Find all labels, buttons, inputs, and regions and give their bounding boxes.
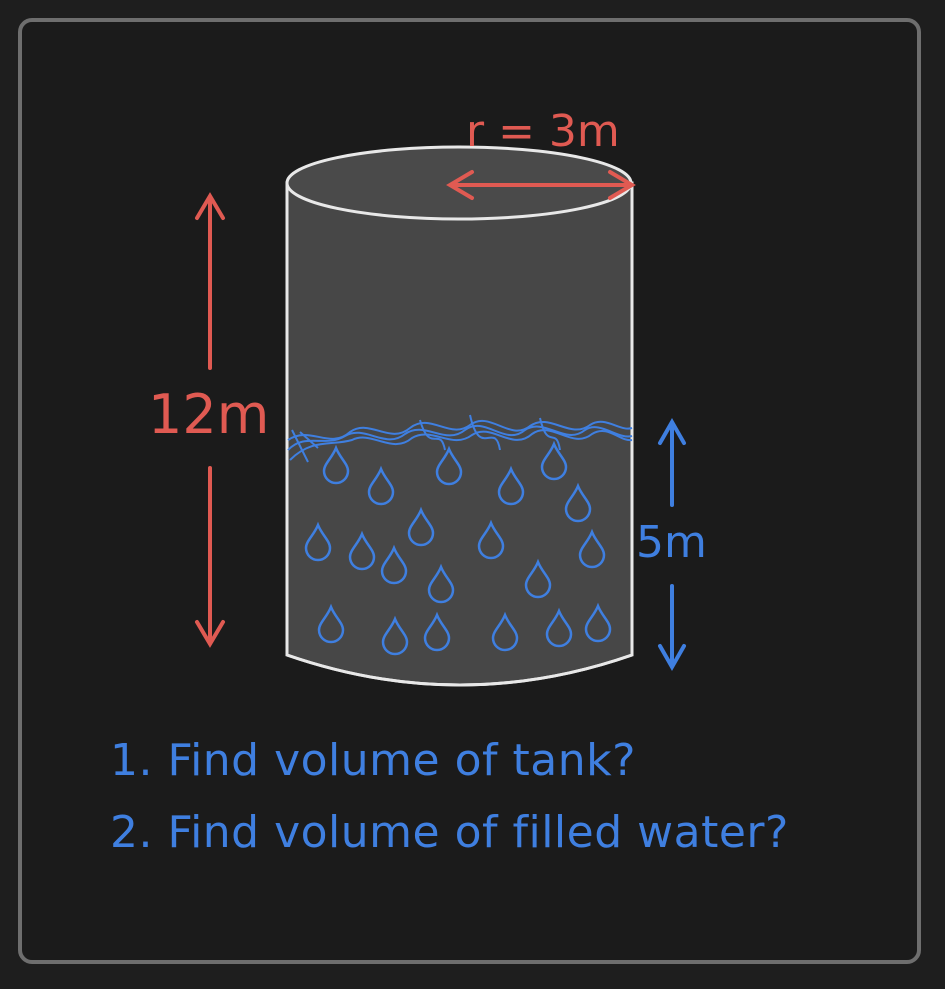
water-drop-icon [564,482,592,523]
water-drop-icon [540,440,568,481]
water-drop-icon [578,528,606,569]
water-drop-icon [477,519,505,560]
water-drop-icon [322,444,350,485]
tank-bottom [286,653,633,687]
water-surface [287,414,633,463]
water-drop-icon [491,611,519,652]
water-drop-icon [435,445,463,486]
water-drop-icon [427,563,455,604]
water-drop-icon [407,506,435,547]
radius-label: r = 3m [466,106,620,157]
water-drop-icon [524,558,552,599]
water-drop-icon [497,465,525,506]
water-height-label: 5m [636,517,707,568]
water-drop-icon [304,521,332,562]
question-2: 2. Find volume of filled water? [110,807,789,858]
water-drop-icon [545,607,573,648]
radius-arrow [446,170,636,200]
water-drop-icon [367,465,395,506]
water-drop-icon [348,530,376,571]
water-height-arrow [658,417,686,672]
water-drop-icon [423,611,451,652]
water-drop-icon [317,603,345,644]
height-label: 12m [148,383,269,446]
water-drop-icon [584,602,612,643]
water-drop-icon [381,615,409,656]
question-1: 1. Find volume of tank? [110,735,636,786]
height-arrow [195,192,225,648]
water-drop-icon [380,544,408,585]
water-drops [304,440,612,656]
